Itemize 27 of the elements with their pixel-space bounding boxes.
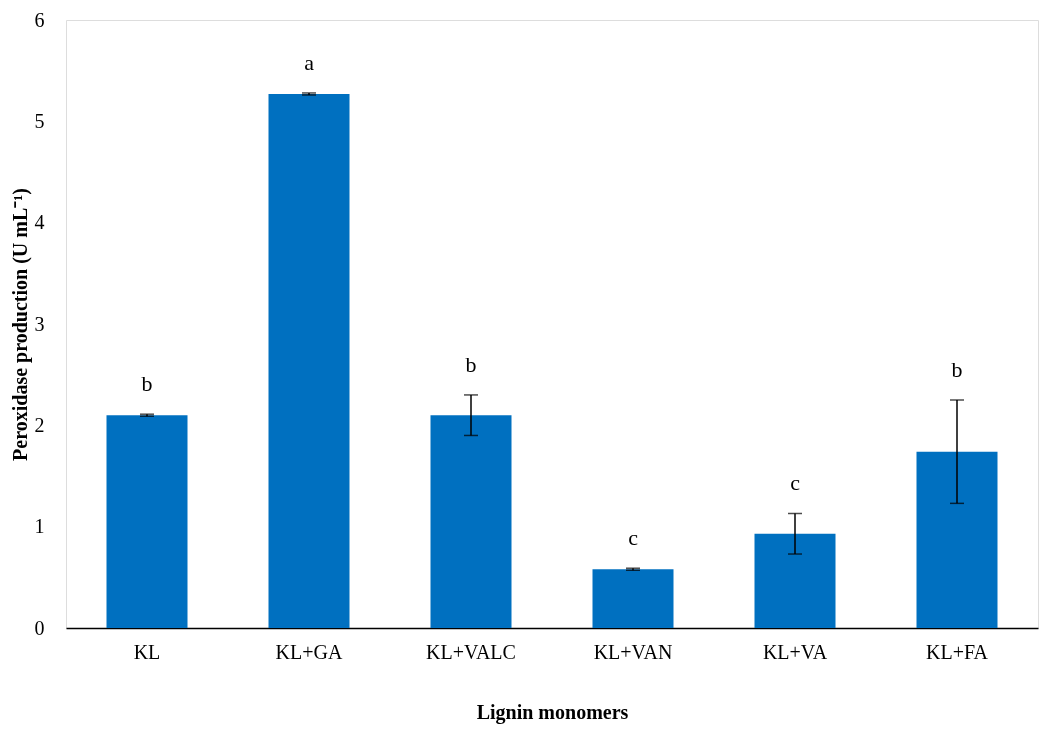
y-tick-label: 0 <box>34 616 45 639</box>
y-tick-label: 2 <box>34 413 45 436</box>
annotation: b <box>141 371 153 397</box>
y-tick-label: 5 <box>34 109 45 132</box>
bar <box>916 451 998 628</box>
bar <box>430 415 512 628</box>
y-tick-label: 6 <box>34 8 45 31</box>
x-tick-label: KL+GA <box>275 640 343 663</box>
y-tick-label: 4 <box>34 211 45 234</box>
bar <box>268 93 350 628</box>
x-tick-label: KL+VAN <box>593 640 673 663</box>
bar <box>106 415 188 628</box>
x-tick-label: KL <box>133 640 161 663</box>
y-tick-label: 3 <box>34 312 45 335</box>
annotation: c <box>628 525 639 551</box>
x-tick-label: KL+VA <box>762 640 828 663</box>
annotation: b <box>951 357 963 382</box>
bar <box>754 533 836 628</box>
y-tick-label: 1 <box>34 515 45 538</box>
bar <box>592 569 674 628</box>
annotation: b <box>465 351 477 377</box>
x-axis-title: Lignin monomers <box>476 700 629 724</box>
annotation: a <box>304 49 315 75</box>
annotation: c <box>790 470 801 496</box>
y-axis-title: Peroxidase production (U mL⁻¹) <box>8 188 32 461</box>
x-tick-label: KL+VALC <box>426 640 516 663</box>
x-tick-label: KL+FA <box>925 640 989 663</box>
